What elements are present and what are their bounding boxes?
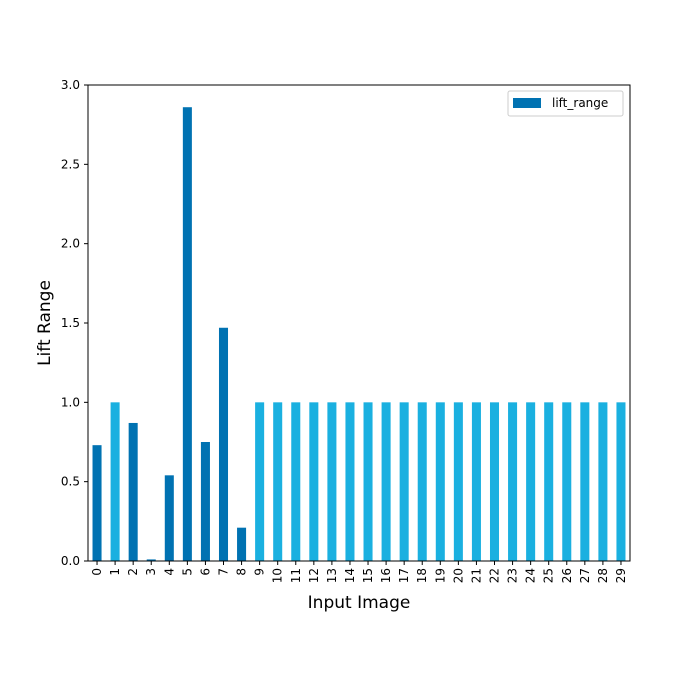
x-tick-label: 9 — [253, 568, 267, 576]
x-tick-label: 7 — [217, 568, 231, 576]
x-tick-label: 14 — [343, 568, 357, 583]
y-tick-label: 1.5 — [61, 316, 80, 330]
x-tick-label: 1 — [108, 568, 122, 576]
legend: lift_range — [507, 90, 624, 117]
bar-11 — [291, 402, 301, 561]
x-tick-label: 20 — [451, 568, 465, 583]
plot-frame — [87, 84, 631, 562]
bar-10 — [273, 402, 283, 561]
x-tick-label: 16 — [379, 568, 393, 583]
bar-19 — [435, 402, 445, 561]
x-axis-title: Input Image — [308, 593, 411, 613]
bar-6 — [200, 442, 210, 561]
bar-1 — [110, 402, 120, 561]
x-tick-label: 19 — [433, 568, 447, 583]
bar-0 — [92, 445, 102, 561]
bar-22 — [489, 402, 500, 561]
bar-2 — [128, 422, 138, 561]
bar-7 — [218, 327, 229, 561]
bar-5 — [182, 107, 192, 562]
x-tick-label: 26 — [560, 568, 574, 583]
x-tick-label: 10 — [271, 568, 285, 583]
bar-9 — [255, 402, 265, 561]
x-tick-label: 8 — [235, 568, 249, 576]
x-tick-label: 11 — [289, 568, 303, 583]
bar-20 — [453, 402, 463, 561]
bar-25 — [544, 402, 554, 561]
x-tick-label: 4 — [162, 568, 176, 576]
bar-26 — [562, 402, 572, 561]
y-tick-label: 2.0 — [61, 237, 80, 251]
bar-24 — [526, 402, 536, 561]
x-tick-label: 29 — [614, 568, 628, 583]
x-tick-label: 25 — [542, 568, 556, 583]
x-tick-label: 3 — [144, 568, 158, 576]
x-tick-label: 18 — [415, 568, 429, 583]
x-tick-label: 23 — [506, 568, 520, 583]
bar-27 — [580, 402, 590, 561]
x-tick-label: 24 — [524, 568, 538, 583]
x-tick-label: 5 — [180, 568, 194, 576]
x-tick-label: 28 — [596, 568, 610, 583]
x-tick-label: 2 — [126, 568, 140, 576]
x-tick-label: 27 — [578, 568, 592, 583]
x-tick-label: 22 — [488, 568, 502, 583]
bar-13 — [327, 402, 337, 561]
legend-box — [507, 90, 624, 117]
bar-8 — [237, 527, 247, 561]
bar-17 — [399, 402, 409, 561]
x-tick-label: 6 — [198, 568, 212, 576]
x-tick-label: 12 — [307, 568, 321, 583]
bar-18 — [417, 402, 427, 561]
x-tick-label: 17 — [397, 568, 411, 583]
y-axis: 0.0 0.5 1.0 1.5 2.0 2.5 3.0 — [61, 78, 88, 568]
y-tick-label: 0.5 — [61, 475, 80, 489]
x-tick-label: 21 — [469, 568, 483, 583]
x-axis: 0 1 2 3 4 5 6 7 8 9 10 11 12 13 14 15 16 17 18 19 20 21 22 23 24… — [90, 561, 628, 583]
x-tick-label: 13 — [325, 568, 339, 583]
bar-23 — [508, 402, 518, 561]
bar-28 — [598, 402, 608, 561]
bar-16 — [381, 402, 391, 561]
y-tick-label: 1.0 — [61, 395, 80, 409]
bar-21 — [471, 402, 481, 561]
x-tick-label: 0 — [90, 568, 104, 576]
bars-layer — [92, 107, 626, 562]
y-tick-label: 2.5 — [61, 157, 80, 171]
bar-15 — [363, 402, 373, 561]
bar-4 — [164, 475, 174, 561]
bar-29 — [616, 402, 626, 561]
bar-12 — [309, 402, 319, 561]
y-tick-label: 0.0 — [61, 554, 80, 568]
bar-14 — [345, 402, 355, 561]
legend-swatch — [513, 98, 541, 108]
x-tick-label: 15 — [361, 568, 375, 583]
bar-3 — [146, 559, 156, 561]
y-axis-title: Lift Range — [35, 280, 55, 366]
y-tick-label: 3.0 — [61, 78, 80, 92]
legend-label: lift_range — [552, 96, 608, 110]
